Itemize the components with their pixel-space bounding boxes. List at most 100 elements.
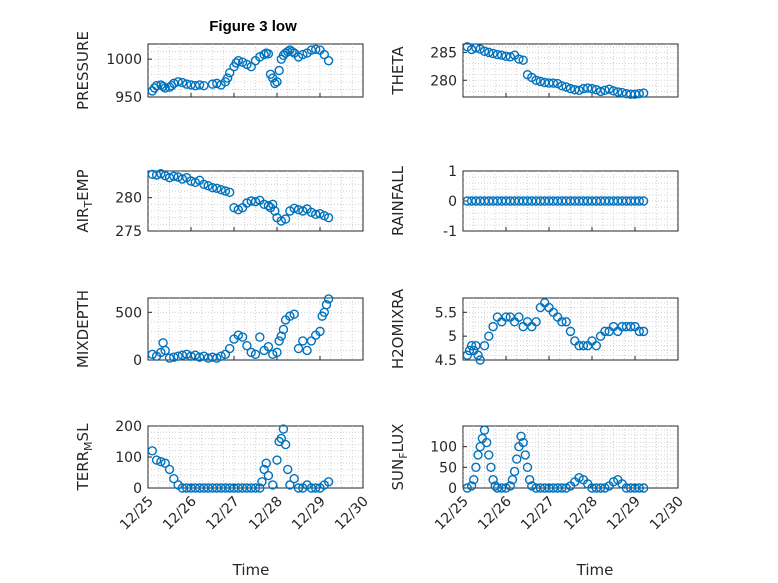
data-point [285,480,295,490]
data-point [638,196,649,206]
data-point [565,326,576,337]
data-point [212,353,222,363]
x-axis-label-left: Time [232,561,270,579]
data-point [224,187,235,198]
data-point [462,350,472,360]
data-point [177,77,188,88]
data-point [160,83,170,93]
data-point [224,343,235,354]
data-point [246,62,256,72]
data-point [613,87,623,97]
data-point [501,51,511,61]
data-point [278,324,289,335]
data-point [169,352,179,362]
data-point [255,483,265,493]
y-tick-label: 50 [439,460,457,476]
data-point [473,350,483,360]
data-point [255,332,265,342]
data-point [484,331,494,341]
x-tick-label: 12/29 [289,494,329,534]
data-point [501,312,511,322]
data-point [507,475,518,485]
data-point [224,68,235,78]
y-tick-label: 100 [115,450,142,466]
x-tick-label: 12/28 [246,494,286,534]
x-tick-label: 12/25 [432,494,472,534]
data-point [222,73,233,83]
y-axis-label: MIXDEPTH [74,290,92,368]
data-point [488,48,498,59]
data-point [263,49,274,59]
data-point [638,326,649,337]
data-point [548,78,558,88]
data-point [220,186,231,196]
data-point [583,83,593,93]
figure-title: Figure 3 low [209,18,297,35]
data-point [574,85,584,96]
data-point [233,330,244,340]
data-point [522,462,533,473]
data-point [242,198,252,208]
data-point [608,86,619,96]
data-point [194,80,205,90]
data-point [287,46,297,57]
data-point [156,168,166,179]
data-point [587,83,597,94]
y-tick-label: -1 [443,224,457,240]
data-point [497,50,507,60]
data-point [514,312,524,322]
data-point [481,437,492,448]
y-tick-label: 5.5 [435,305,457,321]
y-axis-label: PRESSURE [74,31,92,110]
data-point [466,340,477,351]
data-point [280,439,291,450]
data-point [557,483,567,493]
data-point [595,483,606,493]
data-point [164,353,175,363]
data-point [479,425,490,435]
data-point [488,475,498,485]
x-tick-label: 12/26 [475,493,515,533]
x-tick-label: 12/28 [561,494,601,534]
x-tick-label: 12/25 [117,494,157,534]
data-point [147,349,158,359]
data-point [259,464,269,475]
data-point [557,81,567,91]
data-point [319,210,329,221]
data-point [263,470,274,481]
data-point [151,80,162,91]
y-axis-label: RAINFALL [389,165,407,236]
y-tick-label: 285 [430,45,457,61]
data-point [531,317,541,327]
y-tick-label: 4.5 [435,353,457,369]
data-point [574,472,584,483]
data-point [475,441,485,452]
data-point [268,480,278,490]
y-tick-label: 275 [115,224,142,240]
data-point [323,477,334,487]
data-point [257,477,267,487]
data-point [164,464,175,475]
data-point [311,209,321,220]
data-point [276,331,286,341]
y-tick-label: 1 [448,164,457,180]
data-point [638,88,649,98]
data-point [501,483,511,493]
data-point [311,483,321,493]
data-point [518,437,528,448]
data-point [323,294,334,304]
data-point [561,82,571,92]
data-point [274,65,284,76]
data-point [471,43,481,53]
y-axis-label: H2OMIXRA [389,288,407,369]
subplot-4: -1 0 1 RAINFALL [389,164,679,240]
data-point [270,206,280,216]
data-point [207,182,218,193]
data-point [514,54,524,64]
y-tick-label: 280 [430,73,457,89]
data-point [323,212,334,223]
subplot-5: 0 500 MIXDEPTH [74,290,364,369]
data-point [289,203,299,214]
data-point [520,450,531,460]
